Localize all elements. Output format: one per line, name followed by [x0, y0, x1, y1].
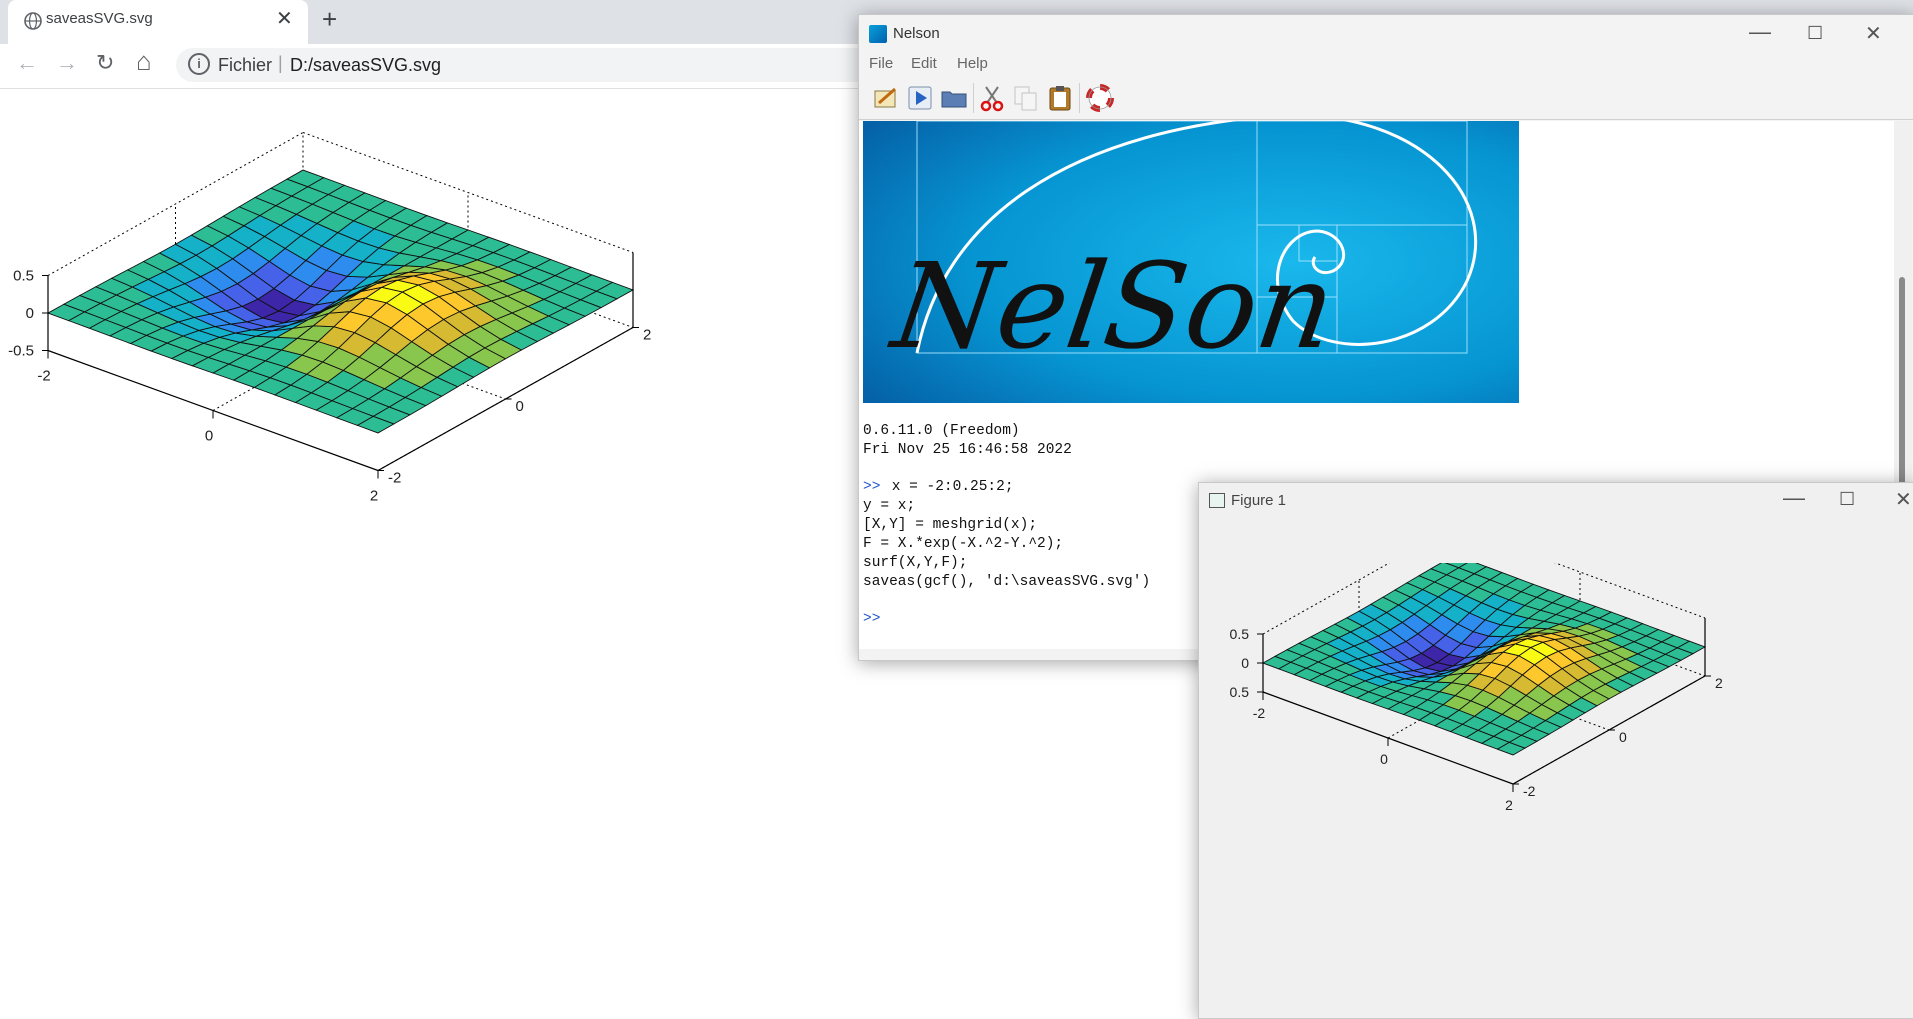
console-prompt: >> [863, 479, 881, 495]
toolbar-divider [973, 83, 974, 113]
console-line: F = X.*exp(-X.^2-Y.^2); [863, 536, 1064, 552]
help-lifebuoy-icon[interactable] [1085, 83, 1115, 113]
x-tick-label: -2 [1253, 705, 1266, 721]
maximize-button[interactable]: ☐ [1807, 23, 1824, 43]
box-edge [1262, 563, 1391, 635]
run-icon[interactable] [905, 83, 935, 113]
close-button[interactable]: ✕ [1895, 489, 1912, 511]
console-line: y = x; [863, 498, 916, 514]
z-tick-label: -0.5 [1229, 684, 1249, 700]
y-tick-label: 0 [1619, 729, 1627, 745]
x-tick-label: -2 [37, 368, 50, 385]
forward-icon[interactable]: → [56, 50, 78, 75]
z-tick-label: 0 [1241, 655, 1249, 671]
new-tab-button[interactable]: + [322, 4, 338, 34]
nelson-banner: NelSon [863, 121, 1519, 403]
console-line: [X,Y] = meshgrid(x); [863, 517, 1038, 533]
console-line: saveas(gcf(), 'd:\saveasSVG.svg') [863, 574, 1151, 590]
box-edge [302, 132, 634, 253]
address-url[interactable]: D:/saveasSVG.svg [290, 55, 442, 75]
box-edge [1554, 563, 1706, 619]
cut-icon[interactable] [977, 83, 1007, 113]
reload-icon[interactable]: ↻ [96, 50, 115, 75]
nelson-toolbar [859, 77, 1913, 120]
x-tick-label: 2 [370, 488, 378, 505]
surface-plot-figure: -2 0 2 -2 0 2 0.5 0 -0.5 [1229, 563, 1723, 813]
console-version: 0.6.11.0 (Freedom) [863, 423, 1020, 439]
z-tick-label: 0.5 [13, 268, 34, 285]
y-tick-label: -2 [388, 470, 401, 487]
z-tick-label: 0 [26, 305, 34, 322]
surface-patch [285, 169, 325, 188]
x-tick-label: 0 [205, 428, 213, 445]
menu-file[interactable]: File [869, 55, 894, 72]
x-tick-label: 0 [1380, 751, 1388, 767]
maximize-button[interactable]: ☐ [1839, 489, 1856, 509]
menu-help[interactable]: Help [957, 55, 988, 72]
figure-title: Figure 1 [1231, 492, 1287, 509]
y-tick-label: -2 [1523, 783, 1536, 799]
nelson-titlebar [859, 15, 1913, 51]
figure-window: Figure 1 — ☐ ✕ -2 0 2 -2 0 2 0.5 0 -0.5 [1198, 482, 1913, 1019]
minimize-button[interactable]: — [1749, 19, 1771, 44]
site-info-icon[interactable]: i [188, 53, 210, 75]
browser-tab[interactable] [8, 0, 308, 44]
address-bar[interactable] [176, 48, 936, 82]
menu-edit[interactable]: Edit [911, 55, 937, 72]
tab-title: saveasSVG.svg [46, 10, 153, 27]
surface-patch [1444, 563, 1468, 569]
window-title: Nelson [893, 25, 940, 42]
console-date: Fri Nov 25 16:46:58 2022 [863, 442, 1072, 458]
scrollbar-thumb[interactable] [1899, 277, 1905, 497]
banner-logo-text: NelSon [882, 238, 1343, 375]
console-line: x = -2:0.25:2; [883, 479, 1014, 495]
paste-icon[interactable] [1045, 83, 1075, 113]
globe-icon [24, 12, 42, 30]
y-tick-label: 2 [643, 327, 651, 344]
figure-app-icon [1209, 493, 1225, 508]
address-separator: | [278, 53, 283, 73]
copy-icon[interactable] [1011, 83, 1041, 113]
console-line: surf(X,Y,F); [863, 555, 968, 571]
editor-icon[interactable] [871, 83, 901, 113]
toolbar-divider [1079, 83, 1080, 113]
tab-close-icon[interactable]: ✕ [276, 8, 293, 30]
home-icon[interactable]: ⌂ [136, 46, 152, 76]
close-button[interactable]: ✕ [1865, 23, 1882, 45]
address-scheme: Fichier [218, 55, 273, 75]
minimize-button[interactable]: — [1783, 485, 1805, 510]
open-folder-icon[interactable] [939, 83, 969, 113]
nelson-app-icon [869, 25, 887, 43]
y-tick-label: 2 [1715, 675, 1723, 691]
box-edge [47, 132, 304, 276]
back-icon[interactable]: ← [16, 50, 38, 75]
z-tick-label: -0.5 [8, 343, 34, 360]
console-input-prompt[interactable]: >> [863, 611, 881, 627]
x-tick-label: 2 [1505, 797, 1513, 813]
surface-plot-browser: -2 0 2 -2 0 2 0.5 0 -0.5 [8, 132, 651, 505]
y-tick-label: 0 [516, 398, 524, 415]
z-tick-label: 0.5 [1230, 626, 1250, 642]
